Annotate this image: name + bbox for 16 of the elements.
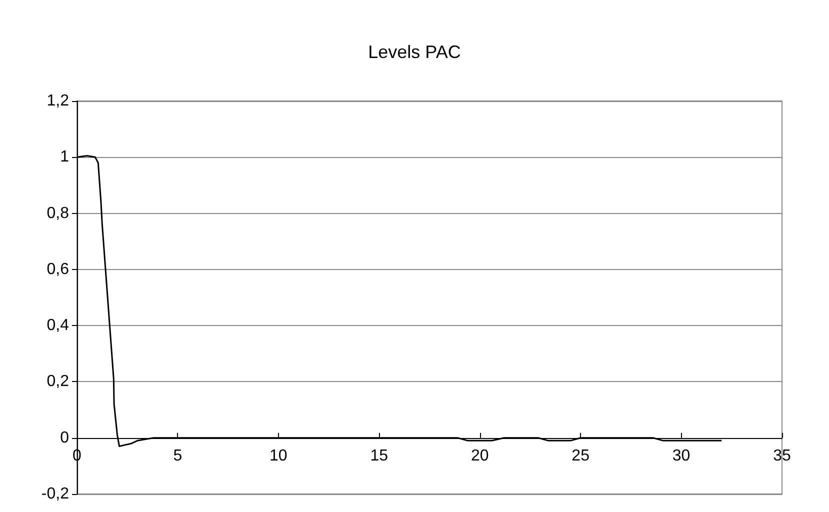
y-tick-label: 0,4 — [46, 317, 70, 334]
y-tick-label: -0,2 — [41, 486, 70, 502]
y-tick-label: 0 — [60, 429, 70, 446]
chart-title: Levels PAC — [368, 42, 461, 62]
y-tick-label: 0,8 — [46, 204, 70, 222]
x-tick-label: 10 — [270, 447, 288, 464]
x-tick-label: 20 — [470, 447, 489, 464]
x-tick-label: 15 — [370, 447, 388, 464]
y-tick-label: 1 — [60, 148, 70, 166]
x-tick-label: 5 — [173, 447, 182, 464]
x-tick-label: 35 — [773, 447, 791, 464]
x-tick-label: 25 — [572, 447, 590, 464]
y-tick-label: 0,2 — [46, 373, 70, 390]
x-tick-label: 30 — [672, 447, 690, 464]
y-tick-label: 1,2 — [46, 92, 70, 110]
y-tick-label: 0,6 — [46, 260, 70, 278]
